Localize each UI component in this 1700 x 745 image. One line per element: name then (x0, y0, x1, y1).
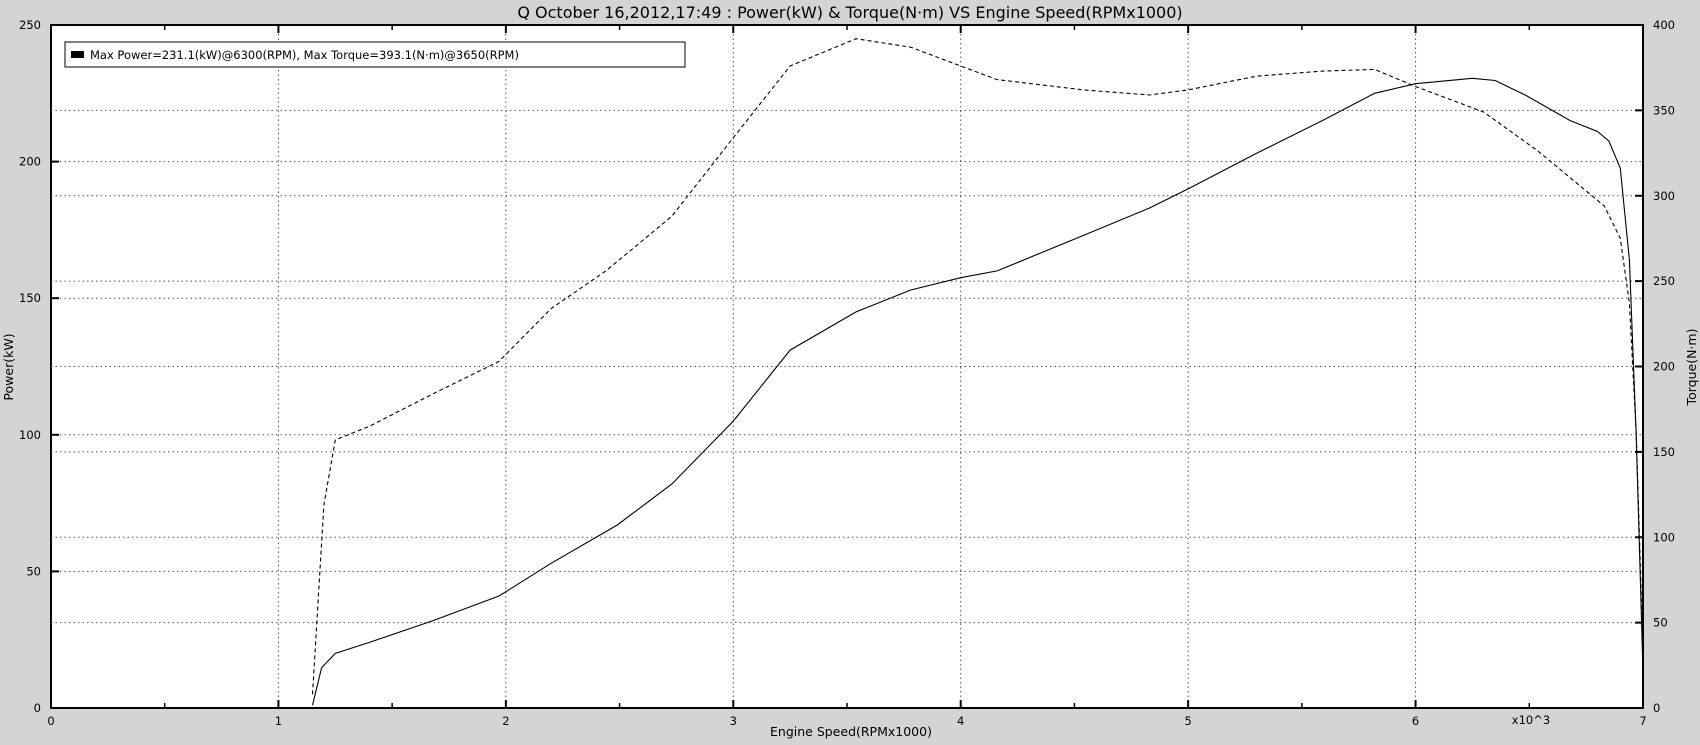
y-right-tick-label: 100 (1653, 530, 1675, 544)
y-right-tick-label: 0 (1653, 701, 1660, 715)
x-tick-label: 2 (502, 714, 509, 728)
y-right-tick-label: 300 (1653, 189, 1675, 203)
y-axis-left-label: Power(kW) (1, 333, 16, 400)
y-axis-right-label: Torque(N·m) (1684, 329, 1699, 407)
legend-swatch (71, 51, 84, 58)
chart-title: Q October 16,2012,17:49 : Power(kW) & To… (517, 3, 1182, 22)
legend: Max Power=231.1(kW)@6300(RPM), Max Torqu… (64, 41, 686, 68)
plot-area (50, 24, 1644, 709)
x-axis-label: Engine Speed(RPMx1000) (770, 724, 932, 739)
y-right-tick-label: 250 (1653, 274, 1675, 288)
power-curve (311, 77, 1644, 706)
x-tick-label: 3 (730, 714, 737, 728)
y-left-tick-label: 250 (19, 18, 41, 32)
grid (51, 25, 1643, 708)
y-left-tick-label: 150 (19, 291, 41, 305)
x-multiplier-label: x10^3 (1512, 713, 1550, 727)
legend-box (64, 41, 686, 68)
y-right-tick-label: 400 (1653, 18, 1675, 32)
x-tick-label: 0 (47, 714, 54, 728)
legend-text: Max Power=231.1(kW)@6300(RPM), Max Torqu… (90, 48, 519, 62)
series-group (311, 38, 1644, 706)
y-left-tick-label: 50 (26, 564, 41, 578)
x-tick-label: 1 (275, 714, 282, 728)
y-right-tick-label: 200 (1653, 360, 1675, 374)
y-left-tick-label: 100 (19, 428, 41, 442)
y-right-tick-label: 50 (1653, 616, 1668, 630)
y-right-tick-label: 150 (1653, 445, 1675, 459)
y-right-tick-label: 350 (1653, 103, 1675, 117)
torque-curve (311, 38, 1644, 695)
y-left-tick-label: 200 (19, 155, 41, 169)
x-tick-label: 6 (1412, 714, 1419, 728)
x-tick-label: 7 (1639, 714, 1646, 728)
x-tick-label: 4 (957, 714, 964, 728)
x-tick-label: 5 (1184, 714, 1191, 728)
y-left-tick-label: 0 (34, 701, 41, 715)
ticks: 0 1 2 3 4 5 6 705010015020025005010015020025030… (19, 18, 1675, 728)
